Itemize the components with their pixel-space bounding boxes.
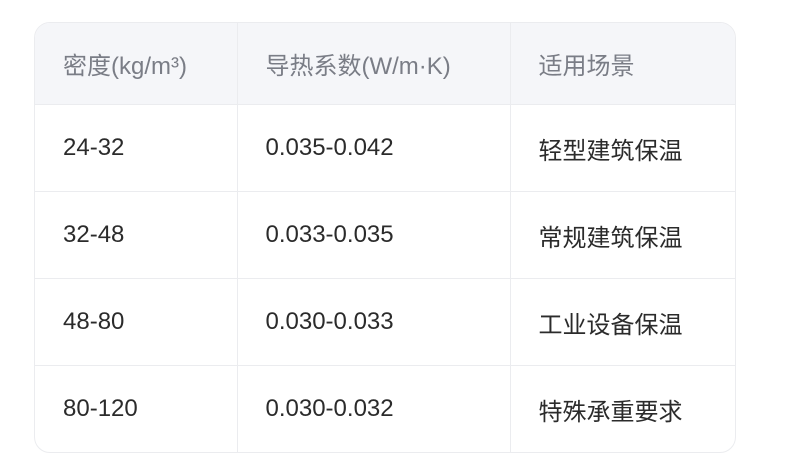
cell-density: 80-120 [35,365,238,452]
table-row: 48-80 0.030-0.033 工业设备保温 [35,278,735,366]
cell-density: 24-32 [35,104,238,192]
table-row: 24-32 0.035-0.042 轻型建筑保温 [35,104,735,192]
cell-conductivity: 0.035-0.042 [237,104,511,192]
cell-conductivity: 0.033-0.035 [237,191,511,279]
cell-application: 轻型建筑保温 [510,104,735,192]
header-application: 适用场景 [510,23,735,105]
cell-conductivity: 0.030-0.033 [237,278,511,366]
header-conductivity: 导热系数(W/m·K) [237,23,511,105]
data-table-container: 密度(kg/m³) 导热系数(W/m·K) 适用场景 24-32 0.035-0… [34,22,736,453]
cell-density: 48-80 [35,278,238,366]
cell-conductivity: 0.030-0.032 [237,365,511,452]
data-table: 密度(kg/m³) 导热系数(W/m·K) 适用场景 24-32 0.035-0… [35,23,735,452]
cell-density: 32-48 [35,191,238,279]
cell-application: 工业设备保温 [510,278,735,366]
cell-application: 特殊承重要求 [538,398,683,426]
header-density: 密度(kg/m³) [35,23,238,105]
table-row: 80-120 0.030-0.032 特殊承重要求 [35,365,735,452]
table-header-row: 密度(kg/m³) 导热系数(W/m·K) 适用场景 [35,23,735,105]
cell-application: 常规建筑保温 [510,191,735,279]
table-row: 32-48 0.033-0.035 常规建筑保温 [35,191,735,279]
